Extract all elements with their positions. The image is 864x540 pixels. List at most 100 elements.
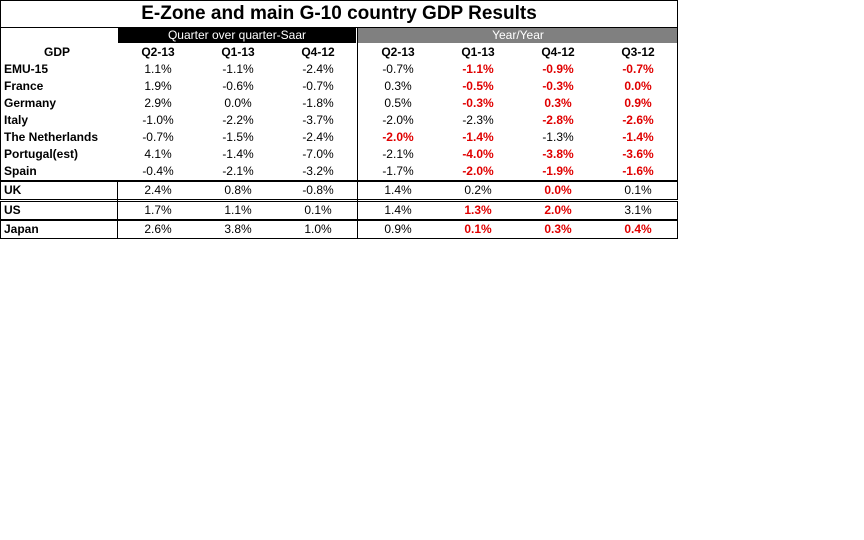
table-cell: -1.7% [382, 164, 414, 178]
table-cell: -1.1% [222, 62, 254, 76]
table-row: UK 2.4% 0.8% -0.8% 1.4% 0.2% 0.0% 0.1% [0, 182, 678, 199]
table-cell: 4.1% [144, 147, 172, 161]
col-header-yoy-q2-13: Q2-13 [381, 45, 415, 59]
table-cell: 0.3% [544, 96, 572, 110]
table-cell: 2.9% [144, 96, 172, 110]
table-cell: -2.0% [462, 164, 494, 178]
table-row: Japan 2.6% 3.8% 1.0% 0.9% 0.1% 0.3% 0.4% [0, 221, 678, 238]
table-cell: -2.6% [622, 113, 654, 127]
table-cell: 0.1% [624, 183, 652, 197]
table-cell: -2.4% [302, 130, 334, 144]
divider-label-qoq [117, 181, 118, 239]
row-label: Japan [4, 222, 39, 236]
table-cell: -3.6% [622, 147, 654, 161]
table-cell: -2.4% [302, 62, 334, 76]
group-header-qoq: Quarter over quarter-Saar [118, 27, 356, 43]
table-cell: -3.8% [542, 147, 574, 161]
row-label: UK [4, 183, 22, 197]
row-label: EMU-15 [4, 62, 49, 76]
table-row: US 1.7% 1.1% 0.1% 1.4% 1.3% 2.0% 3.1% [0, 202, 678, 219]
table-cell: -1.0% [142, 113, 174, 127]
table-cell: -1.9% [542, 164, 574, 178]
table-cell: -7.0% [302, 147, 334, 161]
table-row: The Netherlands -0.7% -1.5% -2.4% -2.0% -1.4%… [0, 129, 678, 146]
table-cell: 0.1% [304, 203, 332, 217]
table-cell: -0.8% [302, 183, 334, 197]
table-cell: -0.7% [302, 79, 334, 93]
table-cell: -0.3% [542, 79, 574, 93]
table-cell: -0.7% [622, 62, 654, 76]
table-cell: -0.9% [542, 62, 574, 76]
table-cell: -1.6% [622, 164, 654, 178]
table-cell: -1.4% [222, 147, 254, 161]
table-cell: 0.0% [224, 96, 252, 110]
table-cell: -2.3% [462, 113, 494, 127]
table-cell: 0.3% [544, 222, 572, 236]
table-row: France 1.9% -0.6% -0.7% 0.3% -0.5% -0.3% 0.0% [0, 78, 678, 95]
row-label: Portugal(est) [4, 147, 79, 161]
table-cell: 0.2% [464, 183, 492, 197]
table-cell: -2.2% [222, 113, 254, 127]
row-label: Spain [4, 164, 37, 178]
col-header-qoq-q4-12: Q4-12 [301, 45, 335, 59]
table-cell: 2.6% [144, 222, 172, 236]
table-cell: -3.2% [302, 164, 334, 178]
table-cell: -1.4% [462, 130, 494, 144]
table-cell: -2.0% [382, 130, 414, 144]
table-cell: -0.5% [462, 79, 494, 93]
table-cell: 0.1% [464, 222, 492, 236]
gdp-header-label: GDP [44, 45, 71, 59]
table-cell: 3.8% [224, 222, 252, 236]
table-cell: -1.1% [462, 62, 494, 76]
table-cell: -0.7% [142, 130, 174, 144]
row-label: US [4, 203, 21, 217]
table-cell: 1.1% [224, 203, 252, 217]
table-cell: -2.1% [222, 164, 254, 178]
table-row: Portugal(est) 4.1% -1.4% -7.0% -2.1% -4.0% -3.… [0, 146, 678, 163]
table-cell: 1.1% [144, 62, 172, 76]
col-header-yoy-q4-12: Q4-12 [541, 45, 575, 59]
table-cell: 0.5% [384, 96, 412, 110]
table-row: Spain -0.4% -2.1% -3.2% -1.7% -2.0% -1.9% -1.6% [0, 163, 678, 180]
table-cell: 0.0% [624, 79, 652, 93]
table-cell: 2.0% [544, 203, 572, 217]
column-header-row: GDP Q2-13 Q1-13 Q4-12 Q2-13 Q1-13 Q4-12 … [0, 44, 678, 61]
col-header-qoq-q2-13: Q2-13 [141, 45, 175, 59]
group-header-yoy: Year/Year [358, 27, 678, 43]
row-label: Germany [4, 96, 57, 110]
table-cell: -2.8% [542, 113, 574, 127]
table-cell: 0.8% [224, 183, 252, 197]
table-cell: -4.0% [462, 147, 494, 161]
table-title: E-Zone and main G-10 country GDP Results [0, 0, 678, 28]
table-cell: 0.3% [384, 79, 412, 93]
table-cell: -1.3% [542, 130, 574, 144]
table-cell: -0.3% [462, 96, 494, 110]
table-cell: -2.1% [382, 147, 414, 161]
divider-qoq-yoy [357, 27, 358, 239]
row-label: Italy [4, 113, 29, 127]
table-cell: -0.7% [382, 62, 414, 76]
table-cell: 3.1% [624, 203, 652, 217]
col-header-qoq-q1-13: Q1-13 [221, 45, 255, 59]
table-cell: -1.4% [622, 130, 654, 144]
table-cell: -0.6% [222, 79, 254, 93]
table-cell: 1.4% [384, 203, 412, 217]
table-cell: 0.9% [624, 96, 652, 110]
table-cell: 1.0% [304, 222, 332, 236]
table-row: Italy -1.0% -2.2% -3.7% -2.0% -2.3% -2.8% -2.6% [0, 112, 678, 129]
table-cell: 1.7% [144, 203, 172, 217]
table-cell: 0.9% [384, 222, 412, 236]
table-cell: -2.0% [382, 113, 414, 127]
table-cell: 0.4% [624, 222, 652, 236]
table-cell: -0.4% [142, 164, 174, 178]
table-cell: -1.8% [302, 96, 334, 110]
table-cell: 0.0% [544, 183, 572, 197]
table-row: EMU-15 1.1% -1.1% -2.4% -0.7% -1.1% -0.9% -0.7% [0, 61, 678, 78]
table-cell: -3.7% [302, 113, 334, 127]
table-row: Germany 2.9% 0.0% -1.8% 0.5% -0.3% 0.3% 0.9% [0, 95, 678, 112]
row-label: France [4, 79, 44, 93]
col-header-yoy-q3-12: Q3-12 [621, 45, 655, 59]
table-cell: 1.3% [464, 203, 492, 217]
table-cell: 1.4% [384, 183, 412, 197]
col-header-yoy-q1-13: Q1-13 [461, 45, 495, 59]
